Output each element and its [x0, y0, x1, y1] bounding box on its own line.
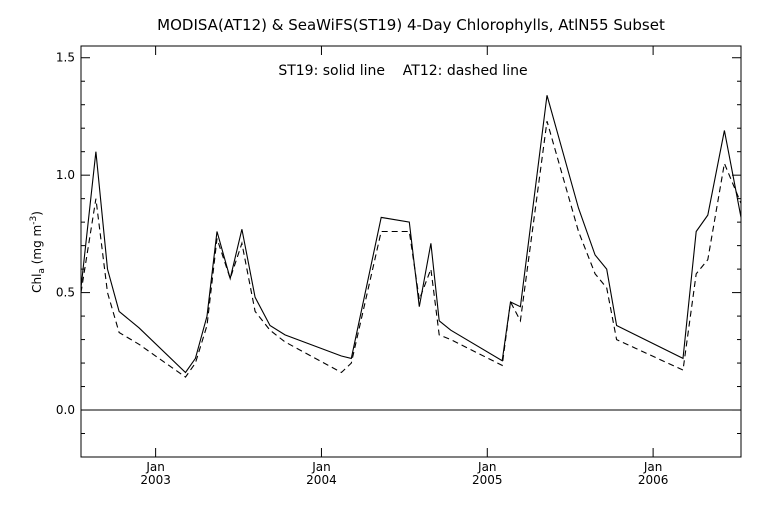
x-tick-month-label: Jan — [311, 460, 331, 474]
x-tick-month-label: Jan — [145, 460, 165, 474]
y-tick-label: 1.5 — [56, 51, 75, 65]
chart-title: MODISA(AT12) & SeaWiFS(ST19) 4-Day Chlor… — [157, 16, 665, 34]
series-line-st19 — [80, 95, 742, 374]
y-axis-label-unit-close: ) — [30, 211, 44, 216]
x-tick-month-label: Jan — [477, 460, 497, 474]
y-tick-label: 1.0 — [56, 168, 75, 182]
plot-frame — [80, 45, 742, 458]
x-tick-year-label: 2004 — [306, 473, 337, 487]
y-axis-label-unit-exponent: -3 — [29, 216, 39, 225]
x-tick-year-label: 2005 — [472, 473, 503, 487]
legend-annotation: ST19: solid line AT12: dashed line — [278, 63, 527, 79]
y-axis-label-subscript: a — [37, 268, 47, 274]
y-axis-label-main: Chl — [30, 274, 44, 293]
y-tick-label: 0.0 — [56, 403, 75, 417]
x-tick-year-label: 2006 — [638, 473, 669, 487]
y-axis-label-unit: (mg m — [30, 225, 44, 268]
x-tick-month-label: Jan — [643, 460, 663, 474]
series-line-at12 — [80, 121, 742, 378]
x-tick-year-label: 2003 — [140, 473, 171, 487]
series-group — [80, 95, 742, 378]
y-axis-label: Chla (mg m-3) — [29, 211, 47, 293]
y-tick-label: 0.5 — [56, 286, 75, 300]
